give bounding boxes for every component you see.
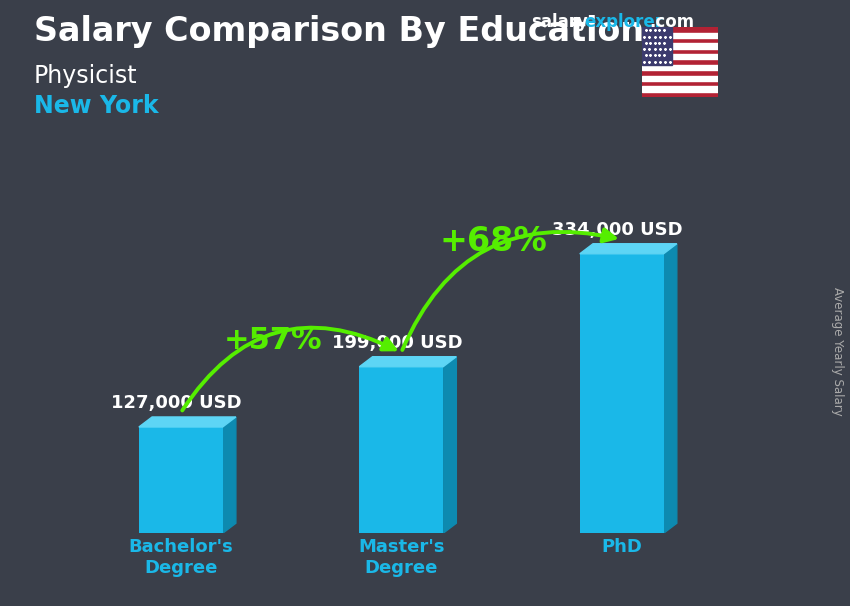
Bar	[642, 54, 718, 59]
Bar	[642, 86, 718, 92]
Text: 199,000 USD: 199,000 USD	[332, 334, 462, 351]
Bar	[139, 427, 223, 533]
Polygon shape	[139, 417, 235, 427]
Polygon shape	[580, 244, 677, 254]
Bar	[642, 76, 718, 81]
Polygon shape	[360, 357, 456, 367]
FancyArrowPatch shape	[182, 328, 395, 410]
Text: explorer: explorer	[584, 13, 663, 32]
Bar	[642, 27, 672, 65]
Text: salary: salary	[531, 13, 588, 32]
Bar	[642, 65, 718, 70]
Text: 334,000 USD: 334,000 USD	[552, 221, 683, 239]
Polygon shape	[664, 244, 677, 533]
Bar	[642, 33, 718, 38]
Text: New York: New York	[34, 94, 159, 118]
Text: +68%: +68%	[440, 225, 547, 258]
Bar	[360, 367, 443, 533]
Text: Salary Comparison By Education: Salary Comparison By Education	[34, 15, 644, 48]
FancyArrowPatch shape	[402, 230, 615, 350]
Text: .com: .com	[649, 13, 694, 32]
Bar	[642, 44, 718, 48]
Polygon shape	[223, 417, 235, 533]
Text: Average Yearly Salary: Average Yearly Salary	[830, 287, 844, 416]
Text: 127,000 USD: 127,000 USD	[111, 394, 241, 412]
Text: +57%: +57%	[224, 326, 323, 355]
Bar	[580, 254, 664, 533]
Text: Physicist: Physicist	[34, 64, 138, 88]
Polygon shape	[443, 357, 456, 533]
